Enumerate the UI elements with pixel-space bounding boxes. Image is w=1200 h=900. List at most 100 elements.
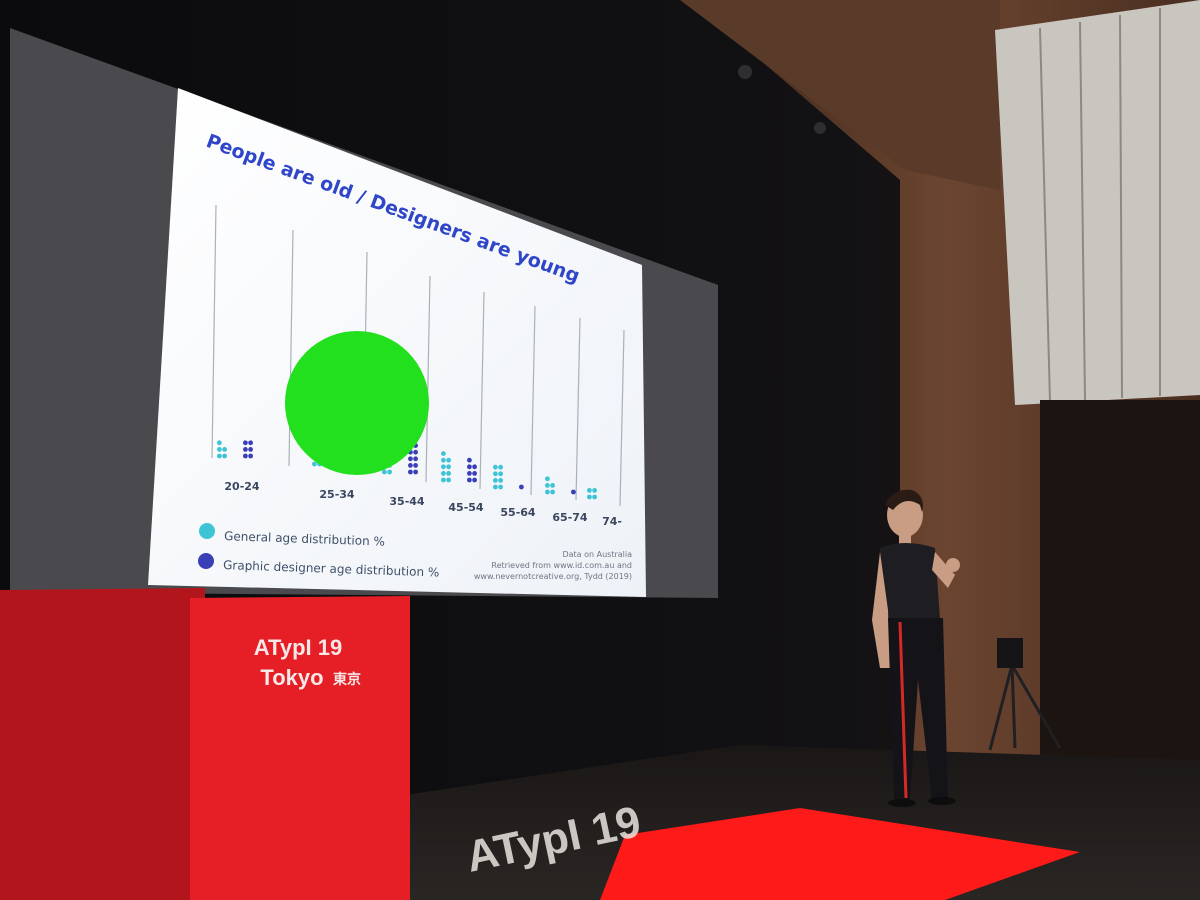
speaker-right-arm (932, 552, 955, 588)
chart-dot (441, 464, 446, 470)
speaker-shoe-left (888, 799, 916, 807)
chart-dot (413, 469, 418, 475)
gridline (425, 275, 431, 483)
legend-designer-dot (198, 553, 214, 569)
chart-dot (493, 478, 498, 483)
speaker-left-arm (872, 552, 890, 668)
ceiling-light (814, 122, 826, 134)
gridline (530, 305, 536, 496)
chart-dot (446, 477, 451, 483)
chart-dot (248, 447, 254, 452)
ceiling-light (738, 65, 752, 79)
chart-dot (467, 464, 472, 470)
gridline (211, 204, 217, 459)
dark-doorway (1040, 400, 1200, 780)
chart-dot (222, 453, 228, 459)
speaker-shirt (880, 543, 940, 620)
chart-dot (587, 494, 592, 500)
chart-dot (248, 453, 254, 459)
speaker-neck (899, 532, 911, 546)
chart-dot (498, 478, 503, 483)
chart-dot (571, 489, 576, 495)
chart-dot (467, 477, 472, 483)
chart-dot (545, 476, 550, 482)
chart-dot (519, 484, 524, 490)
chart-dot (243, 440, 248, 446)
chart-dot (413, 456, 418, 462)
chart-dot (222, 447, 228, 452)
chart-dot (467, 457, 472, 463)
source-line: www.nevernotcreative.org, Tydd (2019) (474, 572, 632, 581)
chart-dot (217, 453, 222, 459)
chart-dot (243, 447, 248, 452)
chart-dot (446, 464, 451, 470)
chart-dot (498, 471, 503, 477)
age-tick-labels: 20-24 25-34 35-44 45-54 55-64 65-74 74- (224, 480, 622, 528)
wood-ceiling-panel (680, 0, 1000, 190)
legend-general-dot (199, 523, 215, 539)
chart-dot (592, 488, 597, 493)
chart-dot (441, 457, 446, 463)
age-tick-label: 25-34 (319, 488, 355, 501)
speaker-hair (885, 489, 923, 512)
age-tick-label: 55-64 (500, 506, 536, 519)
chart-dot (413, 449, 418, 455)
chart-dot (592, 494, 597, 500)
red-floor-mat (600, 808, 1080, 900)
age-tick-label: 35-44 (389, 495, 425, 508)
chart-dot (446, 471, 451, 476)
chart-dot (472, 471, 477, 476)
podium-logo-line1: ATypI 19 (254, 635, 342, 660)
chart-dot (545, 483, 550, 488)
chart-dot (243, 453, 248, 459)
slide (148, 88, 646, 597)
chart-dot (493, 484, 498, 490)
chart-dot (550, 489, 555, 495)
chart-dot (498, 464, 503, 470)
camera-tripod (988, 664, 1062, 751)
panel-grooves (1039, 8, 1161, 403)
age-tick-label: 65-74 (552, 511, 588, 524)
trouser-stripe (898, 621, 908, 799)
chart-dot (408, 469, 413, 475)
source-line: Retrieved from www.id.com.au and (491, 561, 632, 570)
chart-dot (493, 464, 498, 470)
chart-dot (472, 477, 477, 483)
chart-dot (498, 484, 503, 490)
age-tick-label: 74- (602, 515, 622, 528)
chart-dot (248, 440, 254, 446)
chart-dot (446, 457, 451, 463)
podium-logo-line2: Tokyo (260, 665, 323, 690)
speaker-trousers (888, 618, 948, 800)
chart-dot (545, 489, 550, 495)
speaker-shoe-right (928, 797, 956, 805)
camera-body (997, 638, 1023, 668)
white-panel-right (995, 0, 1200, 405)
podium-front (190, 596, 410, 900)
chart-dot (587, 488, 592, 493)
legend-general-label: General age distribution % (224, 529, 385, 549)
gridline (619, 329, 625, 507)
chart-dot (550, 483, 555, 488)
chart-dot (441, 471, 446, 476)
speaker-hand (946, 558, 960, 572)
podium-side (0, 588, 205, 900)
chart-dot (413, 463, 418, 468)
chart-dot (382, 469, 387, 475)
chart-dot (217, 447, 222, 452)
source-line: Data on Australia (562, 550, 632, 559)
chart-dot (312, 461, 317, 467)
chart-dot (467, 471, 472, 476)
chart-dot (472, 464, 477, 470)
speaker (872, 489, 960, 807)
chart-dot (408, 463, 413, 468)
chart-dot (217, 440, 222, 446)
age-tick-label: 45-54 (448, 501, 484, 514)
age-tick-label: 20-24 (224, 480, 260, 493)
chart-dot (493, 471, 498, 477)
chart-dot (408, 456, 413, 462)
chart-dot (441, 451, 446, 456)
green-overlay-circle (285, 331, 429, 475)
